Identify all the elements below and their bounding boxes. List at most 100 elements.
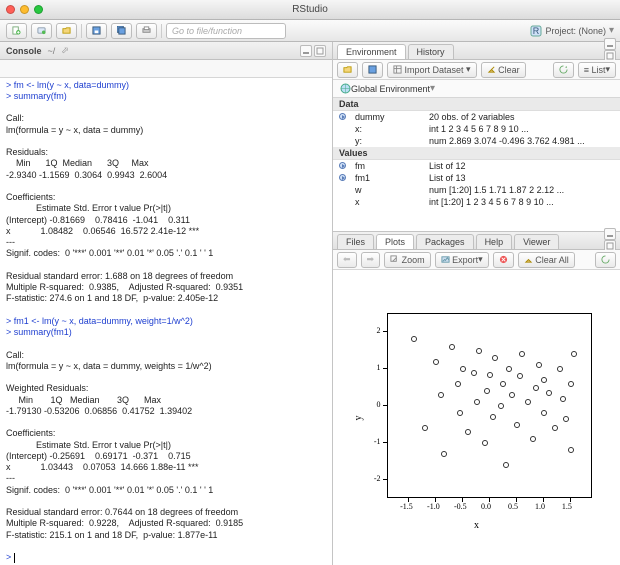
plot-point xyxy=(568,447,574,453)
save-all-button[interactable] xyxy=(111,23,132,39)
env-row[interactable]: dummy20 obs. of 2 variables xyxy=(333,111,620,123)
refresh-button[interactable] xyxy=(553,62,574,78)
plot-zoom-button[interactable]: Zoom xyxy=(384,252,431,268)
tab-help[interactable]: Help xyxy=(476,234,513,249)
plot-point xyxy=(449,344,455,350)
load-workspace-button[interactable] xyxy=(337,62,358,78)
minimize-pane-button[interactable] xyxy=(300,45,312,57)
clear-workspace-button[interactable]: Clear xyxy=(481,62,526,78)
plot-point xyxy=(503,462,509,468)
console-pane: Console ~/ ⬀ 11 11 9.720107912 12 13.111… xyxy=(0,42,333,565)
plot-point xyxy=(498,403,504,409)
project-label: Project: (None) xyxy=(545,26,606,36)
plot-point xyxy=(509,392,515,398)
plot-point xyxy=(476,348,482,354)
plot-point xyxy=(465,429,471,435)
plot-point xyxy=(541,410,547,416)
chevron-down-icon: ▾ xyxy=(609,25,614,36)
tab-plots[interactable]: Plots xyxy=(376,234,414,249)
plot-export-button[interactable]: Export▾ xyxy=(435,252,489,268)
plot-point xyxy=(519,351,525,357)
plot-point xyxy=(482,440,488,446)
y-tick: 1 xyxy=(377,363,381,372)
plot-area: y x -1.5-1.0-0.50.00.51.01.5-2-1012 xyxy=(333,270,620,565)
plot-point xyxy=(563,416,569,422)
tab-history[interactable]: History xyxy=(408,44,454,59)
y-tick: 0 xyxy=(377,400,381,409)
plots-tabs: Files Plots Packages Help Viewer xyxy=(333,232,620,250)
plot-point xyxy=(546,390,552,396)
minimize-pane-button[interactable] xyxy=(604,228,616,240)
plots-toolbar: ⬅ ➡ Zoom Export▾ Clear All xyxy=(333,250,620,270)
env-tabs: Environment History xyxy=(333,42,620,60)
plot-point xyxy=(457,410,463,416)
env-row[interactable]: y:num 2.869 3.074 -0.496 3.762 4.981 ... xyxy=(333,135,620,147)
view-mode-button[interactable]: ≡ List▾ xyxy=(578,62,616,78)
plot-point xyxy=(552,425,558,431)
y-tick: 2 xyxy=(377,326,381,335)
new-file-button[interactable] xyxy=(6,23,27,39)
plot-point xyxy=(490,414,496,420)
project-menu[interactable]: R Project: (None) ▾ xyxy=(530,25,614,37)
x-tick: 0.5 xyxy=(508,502,518,511)
print-button[interactable] xyxy=(136,23,157,39)
plots-pane: Files Plots Packages Help Viewer ⬅ ➡ Zoo… xyxy=(333,232,620,565)
minimize-pane-button[interactable] xyxy=(604,38,616,50)
x-tick: -0.5 xyxy=(454,502,467,511)
plot-point xyxy=(557,366,563,372)
window-titlebar: RStudio xyxy=(0,0,620,20)
x-tick: -1.0 xyxy=(427,502,440,511)
open-file-button[interactable] xyxy=(56,23,77,39)
env-row[interactable]: fmList of 12 xyxy=(333,160,620,172)
plot-point xyxy=(568,381,574,387)
plot-x-label: x xyxy=(352,520,602,531)
plot-point xyxy=(433,359,439,365)
maximize-pane-button[interactable] xyxy=(314,45,326,57)
console-output[interactable]: 11 11 9.720107912 12 13.111557613 13 15.… xyxy=(0,78,332,565)
environment-pane: Environment History Import Dataset ▾ Cle… xyxy=(333,42,620,232)
console-tab[interactable]: Console xyxy=(6,46,42,56)
plot-prev-button[interactable]: ⬅ xyxy=(337,252,357,268)
plot-point xyxy=(533,385,539,391)
plot-next-button[interactable]: ➡ xyxy=(361,252,381,268)
plot-clear-all-button[interactable]: Clear All xyxy=(518,252,575,268)
plot-point xyxy=(506,366,512,372)
tab-packages[interactable]: Packages xyxy=(416,234,474,249)
x-tick: -1.5 xyxy=(400,502,413,511)
plot-axis-box xyxy=(387,313,592,498)
env-row[interactable]: wnum [1:20] 1.5 1.71 1.87 2 2.12 ... xyxy=(333,184,620,196)
tab-viewer[interactable]: Viewer xyxy=(514,234,559,249)
import-dataset-button[interactable]: Import Dataset ▾ xyxy=(387,62,477,78)
plot-point xyxy=(487,372,493,378)
plot-point xyxy=(471,370,477,376)
env-scope-label[interactable]: Global Environment xyxy=(351,84,430,94)
save-workspace-button[interactable] xyxy=(362,62,383,78)
goto-function-input[interactable]: Go to file/function xyxy=(166,23,286,39)
console-path: ~/ xyxy=(48,46,56,56)
toolbar-separator xyxy=(81,24,82,38)
plot-point xyxy=(455,381,461,387)
plot-point xyxy=(525,399,531,405)
plot-point xyxy=(460,366,466,372)
env-toolbar: Import Dataset ▾ Clear ≡ List▾ xyxy=(333,60,620,80)
env-row[interactable]: x:int 1 2 3 4 5 6 7 8 9 10 ... xyxy=(333,123,620,135)
tab-files[interactable]: Files xyxy=(337,234,374,249)
plot-point xyxy=(474,399,480,405)
env-row[interactable]: fm1List of 13 xyxy=(333,172,620,184)
refresh-plot-button[interactable] xyxy=(595,252,616,268)
env-row[interactable]: xint [1:20] 1 2 3 4 5 6 7 8 9 10 ... xyxy=(333,196,620,208)
plot-point xyxy=(517,373,523,379)
plot-point xyxy=(484,388,490,394)
plot-point xyxy=(492,355,498,361)
plot-point xyxy=(514,422,520,428)
env-data-list: Datadummy20 obs. of 2 variables x:int 1 … xyxy=(333,98,620,231)
globe-icon xyxy=(339,83,351,95)
plot-remove-button[interactable] xyxy=(493,252,514,268)
plot-point xyxy=(411,336,417,342)
new-project-button[interactable] xyxy=(31,23,52,39)
tab-environment[interactable]: Environment xyxy=(337,44,406,59)
plot-point xyxy=(438,392,444,398)
save-button[interactable] xyxy=(86,23,107,39)
x-tick: 1.5 xyxy=(562,502,572,511)
console-path-popout-icon[interactable]: ⬀ xyxy=(61,45,69,56)
